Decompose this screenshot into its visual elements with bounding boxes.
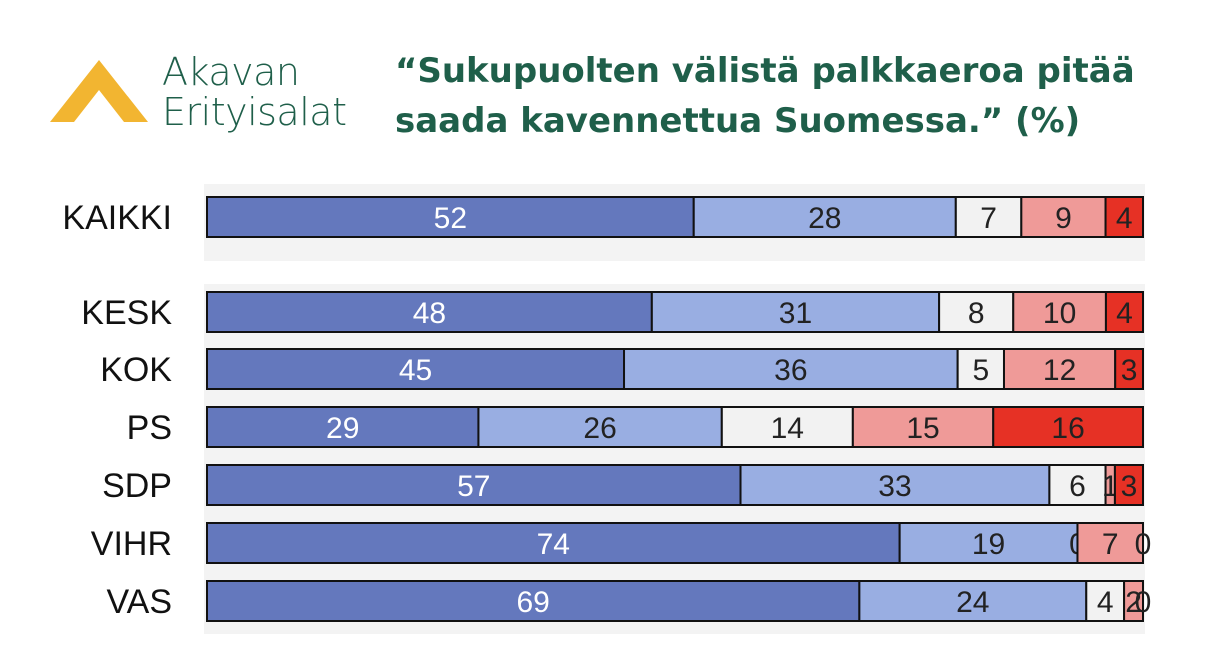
category-label-kaikki: KAIKKI: [62, 199, 172, 237]
logo-line1: Akavan: [162, 50, 300, 94]
bar-segment-kok-4: [1114, 348, 1144, 390]
bar-segment-sdp-0: [206, 464, 742, 506]
logo-mark-icon: [50, 60, 148, 122]
data-label-kesk-1: 31: [779, 297, 812, 330]
data-label-kesk-4: 4: [1116, 297, 1133, 330]
category-label-vihr: VIHR: [91, 525, 172, 563]
data-label-vas-1: 24: [956, 586, 989, 619]
data-label-kaikki-1: 28: [808, 202, 841, 235]
data-label-vihr-1: 19: [972, 528, 1005, 561]
page-title: “Sukupuolten välistä palkkaeroa pitää sa…: [395, 46, 1195, 146]
bar-segment-sdp-4: [1113, 464, 1145, 506]
bar-segment-kaikki-0: [206, 196, 695, 238]
bar-segment-vihr-3: [1076, 522, 1144, 564]
category-label-vas: VAS: [106, 583, 172, 621]
data-label-kesk-3: 10: [1043, 297, 1076, 330]
category-labels-layer: KAIKKI KESK KOK PS SDP VIHR VAS: [62, 199, 172, 621]
data-label-kaikki-2: 7: [980, 202, 997, 235]
data-label-sdp-4: 3: [1121, 470, 1138, 503]
bar-segment-ps-0: [206, 406, 480, 448]
data-label-ps-1: 26: [583, 412, 616, 445]
category-label-kesk: KESK: [81, 294, 172, 332]
data-label-kok-4: 3: [1121, 354, 1138, 387]
bar-segment-ps-4: [992, 406, 1144, 448]
bar-segment-kaikki-2: [954, 196, 1023, 238]
bar-segment-kesk-1: [650, 291, 941, 333]
logo-line2: Erityisalat: [162, 90, 347, 134]
data-label-kaikki-0: 52: [434, 202, 467, 235]
chart-bg-bottom: [204, 284, 1145, 634]
data-label-vihr-0: 74: [537, 528, 570, 561]
data-label-kok-0: 45: [399, 354, 432, 387]
bar-segment-kok-2: [956, 348, 1005, 390]
data-label-kaikki-3: 9: [1055, 202, 1072, 235]
category-label-kok: KOK: [100, 351, 172, 389]
category-label-ps: PS: [127, 409, 172, 447]
bar-segment-vas-3: [1123, 580, 1145, 622]
bar-segment-vas-1: [858, 580, 1088, 622]
data-label-ps-2: 14: [771, 412, 804, 445]
bar-segment-sdp-1: [739, 464, 1051, 506]
bar-segment-kesk-3: [1012, 291, 1107, 333]
data-label-sdp-0: 57: [457, 470, 490, 503]
logo: Akavan Erityisalat: [50, 52, 350, 132]
data-label-sdp-1: 33: [878, 470, 911, 503]
data-label-kok-3: 12: [1043, 354, 1076, 387]
data-label-ps-4: 16: [1051, 412, 1084, 445]
title-line2: saada kavennettua Suomessa.” (%): [395, 101, 1081, 141]
data-label-kesk-2: 8: [968, 297, 985, 330]
data-label-vas-4: 0: [1135, 586, 1152, 619]
title-line1: “Sukupuolten välistä palkkaeroa pitää: [395, 51, 1135, 91]
bar-segment-ps-1: [477, 406, 723, 448]
bar-segment-kaikki-1: [692, 196, 957, 238]
data-label-vas-3: 2: [1125, 586, 1142, 619]
bar-segment-kesk-2: [938, 291, 1015, 333]
category-label-sdp: SDP: [102, 467, 172, 505]
bar-segment-kaikki-4: [1104, 196, 1145, 238]
data-label-sdp-2: 6: [1069, 470, 1086, 503]
data-label-kok-1: 36: [774, 354, 807, 387]
data-label-vihr-3: 7: [1102, 528, 1119, 561]
data-label-kesk-0: 48: [413, 297, 446, 330]
bar-segment-kesk-0: [206, 291, 653, 333]
data-label-ps-0: 29: [326, 412, 359, 445]
data-label-ps-3: 15: [906, 412, 939, 445]
data-label-vas-0: 69: [516, 586, 549, 619]
bar-segment-ps-3: [851, 406, 995, 448]
bar-segment-vihr-0: [206, 522, 901, 564]
data-label-kok-2: 5: [972, 354, 989, 387]
bar-segment-kesk-4: [1104, 291, 1144, 333]
logo-text: Akavan Erityisalat: [162, 50, 347, 134]
data-label-kaikki-4: 4: [1116, 202, 1133, 235]
data-label-vas-2: 4: [1097, 586, 1114, 619]
data-label-vihr-4: 0: [1135, 528, 1152, 561]
